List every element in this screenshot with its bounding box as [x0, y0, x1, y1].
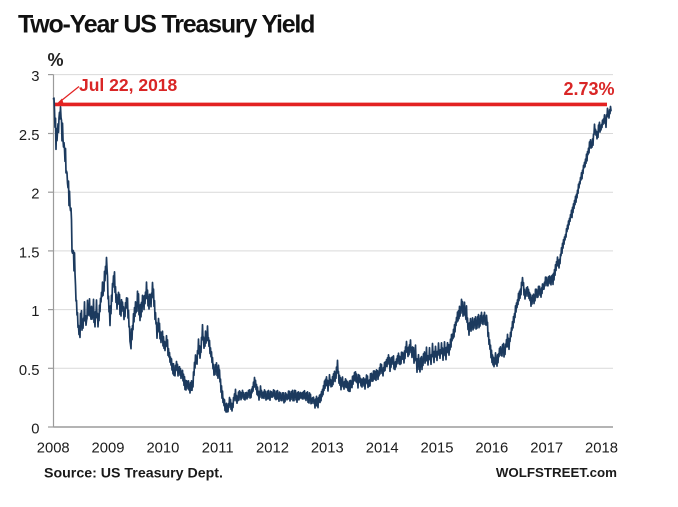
svg-text:Two-Year US Treasury Yield: Two-Year US Treasury Yield: [18, 11, 314, 39]
svg-text:1: 1: [31, 304, 39, 320]
svg-text:2.73%: 2.73%: [563, 79, 614, 99]
svg-text:2.5: 2.5: [19, 128, 40, 144]
svg-text:Jul 22, 2018: Jul 22, 2018: [79, 75, 178, 95]
svg-text:0: 0: [31, 422, 39, 438]
svg-text:%: %: [48, 50, 64, 70]
svg-text:2009: 2009: [92, 440, 125, 456]
svg-text:2008: 2008: [37, 440, 70, 456]
svg-text:1.5: 1.5: [19, 245, 40, 261]
svg-text:2010: 2010: [146, 440, 179, 456]
svg-text:2014: 2014: [366, 440, 399, 456]
svg-text:2016: 2016: [475, 440, 508, 456]
svg-text:2011: 2011: [202, 440, 234, 456]
svg-text:2018: 2018: [585, 440, 618, 456]
svg-text:2012: 2012: [256, 440, 289, 456]
svg-text:3: 3: [31, 69, 39, 85]
svg-text:0.5: 0.5: [19, 363, 40, 379]
svg-text:Source: US Treasury Dept.: Source: US Treasury Dept.: [44, 466, 223, 482]
svg-text:2017: 2017: [530, 440, 563, 456]
svg-text:2: 2: [31, 187, 39, 203]
svg-text:2013: 2013: [311, 440, 344, 456]
svg-text:2015: 2015: [421, 440, 454, 456]
svg-text:WOLFSTREET.com: WOLFSTREET.com: [496, 465, 617, 480]
